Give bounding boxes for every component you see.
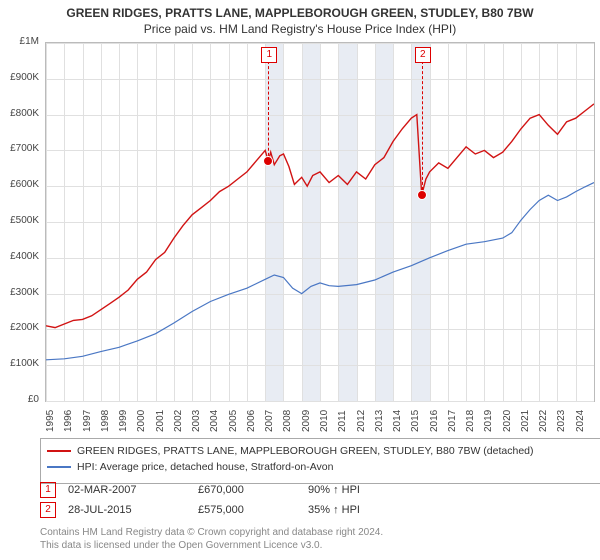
legend-label: HPI: Average price, detached house, Stra… [77, 461, 333, 473]
chart-legend: GREEN RIDGES, PRATTS LANE, MAPPLEBOROUGH… [40, 438, 600, 484]
x-axis-label: 2003 [191, 404, 202, 432]
y-gridline [46, 401, 594, 402]
x-axis-label: 2010 [319, 404, 330, 432]
x-axis-label: 2017 [447, 404, 458, 432]
transaction-pct: 35% ↑ HPI [308, 504, 398, 516]
chart-title: GREEN RIDGES, PRATTS LANE, MAPPLEBOROUGH… [0, 0, 600, 20]
x-axis-label: 2008 [282, 404, 293, 432]
x-axis-label: 2023 [556, 404, 567, 432]
x-axis-label: 2012 [356, 404, 367, 432]
y-axis-label: £500K [0, 215, 39, 226]
x-axis-label: 1998 [100, 404, 111, 432]
footer-line: Contains HM Land Registry data © Crown c… [40, 526, 595, 539]
transaction-date: 28-JUL-2015 [68, 504, 198, 516]
chart-subtitle: Price paid vs. HM Land Registry's House … [0, 20, 600, 36]
x-axis-label: 2022 [538, 404, 549, 432]
marker-line [422, 61, 423, 195]
x-axis-label: 2021 [520, 404, 531, 432]
transaction-price: £670,000 [198, 484, 308, 496]
x-axis-label: 2013 [374, 404, 385, 432]
x-axis-label: 2004 [209, 404, 220, 432]
footer-line: This data is licensed under the Open Gov… [40, 539, 595, 552]
y-axis-label: £0 [0, 394, 39, 405]
footer-attribution: Contains HM Land Registry data © Crown c… [40, 526, 595, 552]
x-axis-label: 1995 [45, 404, 56, 432]
chart-plot-area: 12 [45, 42, 595, 402]
transaction-pct: 90% ↑ HPI [308, 484, 398, 496]
legend-label: GREEN RIDGES, PRATTS LANE, MAPPLEBOROUGH… [77, 445, 534, 457]
x-axis-label: 2000 [136, 404, 147, 432]
x-axis-label: 2007 [264, 404, 275, 432]
y-axis-label: £100K [0, 358, 39, 369]
transaction-row: 2 28-JUL-2015£575,00035% ↑ HPI [40, 502, 398, 518]
x-axis-label: 2009 [301, 404, 312, 432]
series-hpi [46, 183, 594, 360]
y-axis-label: £900K [0, 72, 39, 83]
legend-swatch [47, 450, 71, 452]
legend-swatch [47, 466, 71, 468]
marker-line [268, 61, 269, 161]
x-axis-label: 2005 [228, 404, 239, 432]
x-axis-label: 2002 [173, 404, 184, 432]
y-axis-label: £600K [0, 179, 39, 190]
x-axis-label: 2020 [502, 404, 513, 432]
y-axis-label: £800K [0, 108, 39, 119]
x-axis-label: 2011 [337, 404, 348, 432]
x-axis-label: 2015 [410, 404, 421, 432]
marker-dot [263, 156, 273, 166]
marker-dot [417, 190, 427, 200]
legend-item: GREEN RIDGES, PRATTS LANE, MAPPLEBOROUGH… [47, 443, 600, 459]
y-axis-label: £400K [0, 251, 39, 262]
x-axis-label: 2006 [246, 404, 257, 432]
x-axis-label: 2014 [392, 404, 403, 432]
y-axis-label: £700K [0, 143, 39, 154]
x-axis-label: 2001 [155, 404, 166, 432]
x-axis-label: 2024 [575, 404, 586, 432]
x-axis-label: 2016 [429, 404, 440, 432]
marker-box: 1 [261, 47, 277, 63]
x-axis-label: 1999 [118, 404, 129, 432]
y-axis-label: £300K [0, 287, 39, 298]
legend-item: HPI: Average price, detached house, Stra… [47, 459, 600, 475]
y-axis-label: £1M [0, 36, 39, 47]
y-axis-label: £200K [0, 322, 39, 333]
x-axis-label: 1996 [63, 404, 74, 432]
marker-box: 2 [415, 47, 431, 63]
transaction-row: 1 02-MAR-2007£670,00090% ↑ HPI [40, 482, 398, 498]
series-property [46, 104, 594, 328]
transaction-price: £575,000 [198, 504, 308, 516]
x-axis-label: 2019 [483, 404, 494, 432]
transaction-date: 02-MAR-2007 [68, 484, 198, 496]
chart-series-svg [46, 43, 594, 401]
x-axis-label: 2018 [465, 404, 476, 432]
transaction-marker-box: 2 [40, 502, 56, 518]
x-axis-label: 1997 [82, 404, 93, 432]
transaction-marker-box: 1 [40, 482, 56, 498]
